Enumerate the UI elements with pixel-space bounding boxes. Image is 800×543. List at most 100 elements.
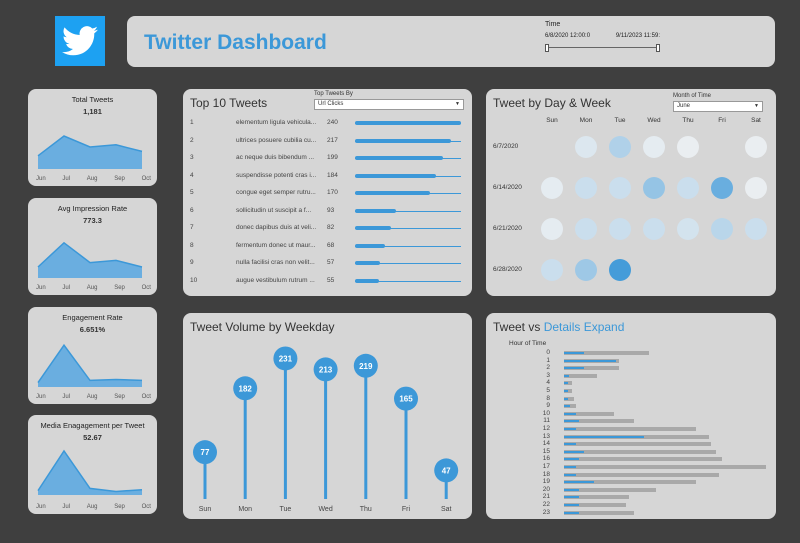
tweet-bar[interactable] <box>564 458 579 461</box>
top-tweet-row[interactable]: 7 donec dapibus duis at veli... 82 <box>190 224 461 234</box>
total-bar[interactable] <box>564 373 597 378</box>
heat-cell[interactable] <box>677 177 699 199</box>
tweet-bar[interactable] <box>564 435 644 438</box>
heat-cell[interactable] <box>643 136 665 158</box>
lollipop-head[interactable] <box>313 357 338 382</box>
heat-cell[interactable] <box>575 136 597 158</box>
total-bar[interactable] <box>564 449 716 454</box>
total-bar[interactable] <box>564 442 711 447</box>
tweet-bar[interactable] <box>564 466 576 468</box>
tweet-bar[interactable] <box>564 473 576 476</box>
sparkline-line <box>37 343 143 384</box>
tweet-rank: 1 <box>190 119 194 126</box>
tweet-bar[interactable] <box>564 412 576 415</box>
top-tweet-row[interactable]: 9 nulla facilisi cras non velit... 57 <box>190 259 461 269</box>
tweet-bar[interactable] <box>564 405 570 408</box>
heat-cell[interactable] <box>541 218 563 240</box>
top-tweets-by-select[interactable]: Url Clicks ▼ <box>314 99 464 110</box>
total-bar[interactable] <box>564 510 634 515</box>
tick-label: Sat <box>441 506 452 513</box>
tweet-text: congue eget semper rutru... <box>236 189 316 196</box>
lollipop-head[interactable] <box>353 353 378 378</box>
week-label: 6/7/2020 <box>493 143 519 150</box>
header-bar: Twitter Dashboard Time 6/8/2020 12:00:0 … <box>127 16 775 67</box>
top-tweet-row[interactable]: 3 ac neque duis bibendum ... 199 <box>190 154 461 164</box>
tweet-bar[interactable] <box>564 420 579 423</box>
heat-cell[interactable] <box>711 218 733 240</box>
heat-cell[interactable] <box>745 177 767 199</box>
heat-cell[interactable] <box>575 177 597 199</box>
tweet-bar[interactable] <box>564 390 568 392</box>
heat-cell[interactable] <box>609 259 631 281</box>
time-filter[interactable]: Time 6/8/2020 12:00:0 9/11/2023 11:59: <box>545 21 660 52</box>
total-bar[interactable] <box>564 419 634 424</box>
heat-cell[interactable] <box>609 218 631 240</box>
total-bar[interactable] <box>564 480 696 485</box>
data-label: 219 <box>359 362 373 371</box>
kpi-engagement-rate: Engagement Rate 6.651% Jun Jul Aug Sep Oct <box>28 307 157 404</box>
total-bar[interactable] <box>564 351 649 355</box>
top-tweet-row[interactable]: 8 fermentum donec ut maur... 68 <box>190 242 461 252</box>
heat-cell[interactable] <box>575 218 597 240</box>
lollipop-head[interactable] <box>434 458 459 483</box>
tweet-bar[interactable] <box>564 481 594 484</box>
tweet-bar[interactable] <box>564 428 576 430</box>
tweet-bar[interactable] <box>564 450 584 453</box>
total-bar[interactable] <box>564 396 574 401</box>
total-bar[interactable] <box>564 404 576 409</box>
total-bar[interactable] <box>564 495 629 500</box>
top-tweet-row[interactable]: 6 sollicitudin ut suscipit a f... 93 <box>190 207 461 217</box>
heat-cell[interactable] <box>541 259 563 281</box>
data-label: 165 <box>399 395 413 404</box>
select-value: June <box>677 103 691 109</box>
total-bar[interactable] <box>564 465 766 469</box>
total-bar[interactable] <box>564 411 614 416</box>
heat-cell[interactable] <box>745 218 767 240</box>
tweet-bar[interactable] <box>564 397 568 400</box>
heat-cell[interactable] <box>609 136 631 158</box>
tweet-bar[interactable] <box>564 359 616 362</box>
total-bar[interactable] <box>564 427 696 431</box>
heat-cell[interactable] <box>609 177 631 199</box>
lollipop-head[interactable] <box>273 346 298 371</box>
tweet-bar[interactable] <box>564 496 579 499</box>
heat-cell[interactable] <box>541 177 563 199</box>
heat-cell[interactable] <box>643 177 665 199</box>
total-bar[interactable] <box>564 487 656 492</box>
tweet-bar[interactable] <box>564 443 576 446</box>
sparkline-line <box>37 449 143 493</box>
details-expand-link[interactable]: Details Expand <box>543 320 625 334</box>
top-tweet-row[interactable]: 4 suspendisse potenti cras i... 184 <box>190 172 461 182</box>
total-bar[interactable] <box>564 389 572 393</box>
top-tweet-row[interactable]: 5 congue eget semper rutru... 170 <box>190 189 461 199</box>
total-bar[interactable] <box>564 457 722 462</box>
total-bar[interactable] <box>564 366 619 371</box>
lollipop-head[interactable] <box>394 386 418 411</box>
total-bar[interactable] <box>564 503 626 507</box>
heat-cell[interactable] <box>575 259 597 281</box>
heat-cell[interactable] <box>677 218 699 240</box>
tweet-bar[interactable] <box>564 352 584 354</box>
month-select[interactable]: June ▼ <box>673 101 763 112</box>
top-tweet-row[interactable]: 10 augue vestibulum rutrum ... 55 <box>190 277 461 287</box>
top-tweet-row[interactable]: 2 ultrices posuere cubilia cu... 217 <box>190 137 461 147</box>
heat-cell[interactable] <box>745 136 767 158</box>
month-label: Jun <box>36 285 46 291</box>
tweet-value: 170 <box>327 189 338 196</box>
tweet-bar[interactable] <box>564 374 569 377</box>
time-slider-start-handle[interactable] <box>545 44 549 52</box>
lollipop-head[interactable] <box>233 376 258 401</box>
tweet-bar[interactable] <box>564 504 579 506</box>
heat-cell[interactable] <box>677 136 699 158</box>
lollipop-head[interactable] <box>193 440 217 465</box>
tweet-bar[interactable] <box>564 488 579 491</box>
top-tweet-row[interactable]: 1 elementum ligula vehicula... 240 <box>190 119 461 129</box>
tweet-bar[interactable] <box>564 382 568 385</box>
total-bar[interactable] <box>564 472 719 477</box>
tweet-bar[interactable] <box>564 511 579 514</box>
total-bar[interactable] <box>564 381 572 386</box>
heat-cell[interactable] <box>643 218 665 240</box>
heat-cell[interactable] <box>711 177 733 199</box>
time-slider-end-handle[interactable] <box>656 44 660 52</box>
tweet-bar[interactable] <box>564 367 584 370</box>
